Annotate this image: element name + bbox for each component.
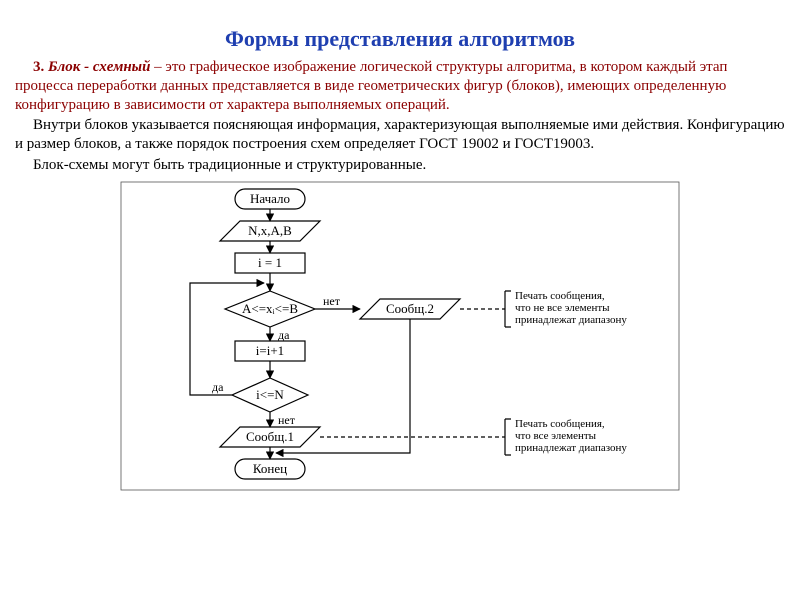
page-title: Формы представления алгоритмов: [15, 25, 785, 53]
svg-text:нет: нет: [278, 413, 296, 427]
svg-text:Начало: Начало: [250, 191, 290, 206]
svg-text:Конец: Конец: [253, 461, 287, 476]
svg-text:A<=xᵢ<=B: A<=xᵢ<=B: [242, 301, 298, 316]
svg-text:Печать сообщения,: Печать сообщения,: [515, 418, 605, 430]
svg-text:Сообщ.1: Сообщ.1: [246, 429, 294, 444]
svg-text:принадлежат диапазону: принадлежат диапазону: [515, 442, 627, 454]
svg-text:Печать сообщения,: Печать сообщения,: [515, 290, 605, 302]
svg-text:i = 1: i = 1: [258, 255, 282, 270]
svg-text:нет: нет: [323, 294, 341, 308]
svg-text:Сообщ.2: Сообщ.2: [386, 301, 434, 316]
definition-paragraph: 3. Блок - схемный – это графическое изоб…: [15, 58, 785, 114]
paragraph-2: Внутри блоков указывается поясняющая инф…: [15, 116, 785, 154]
term-number: 3.: [33, 59, 44, 75]
svg-text:i=i+1: i=i+1: [256, 343, 284, 358]
svg-text:принадлежат диапазону: принадлежат диапазону: [515, 314, 627, 326]
paragraph-3: Блок-схемы могут быть традиционные и стр…: [15, 156, 785, 175]
flowchart: Начало N,x,A,B i = 1 A<=xᵢ<=B i=i+1 i<=N Сообщ…: [120, 181, 680, 491]
svg-text:что все элементы: что все элементы: [515, 430, 597, 442]
svg-text:что не все элементы: что не все элементы: [515, 302, 610, 314]
svg-text:i<=N: i<=N: [256, 387, 284, 402]
svg-text:да: да: [278, 328, 290, 342]
svg-text:да: да: [212, 380, 224, 394]
flowchart-container: Начало N,x,A,B i = 1 A<=xᵢ<=B i=i+1 i<=N Сообщ…: [15, 181, 785, 497]
term-name: Блок - схемный: [48, 59, 150, 75]
svg-text:N,x,A,B: N,x,A,B: [248, 223, 292, 238]
